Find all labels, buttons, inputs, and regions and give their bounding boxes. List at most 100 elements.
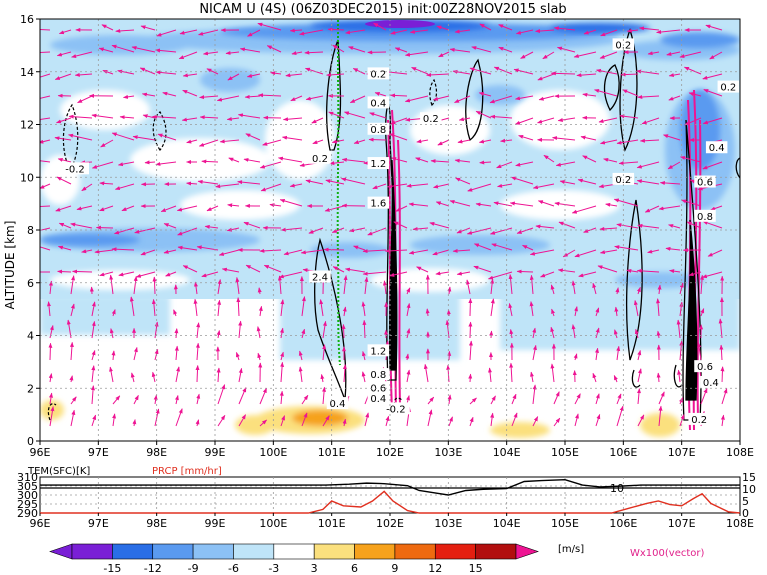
chart-title: NICAM U (4S) (06Z03DEC2015) init:00Z28NO… bbox=[199, 2, 566, 17]
wind-vector bbox=[40, 28, 51, 31]
wind-vector bbox=[516, 227, 534, 234]
wind-vector bbox=[69, 375, 74, 383]
wind-vector bbox=[131, 45, 156, 53]
wind-vector bbox=[509, 328, 514, 339]
surface-x-tick-label: 100E bbox=[259, 517, 287, 530]
wind-vector bbox=[91, 350, 96, 361]
wind-vector bbox=[134, 227, 156, 234]
wind-vector bbox=[202, 51, 219, 56]
wind-vector bbox=[304, 67, 324, 75]
colorbar-swatch bbox=[394, 543, 436, 560]
wind-vector bbox=[550, 284, 555, 295]
wind-vector bbox=[644, 205, 660, 213]
wind-vector bbox=[720, 366, 725, 383]
wind-vector bbox=[322, 344, 327, 361]
wind-vector bbox=[395, 205, 408, 212]
wind-vector bbox=[364, 412, 370, 427]
wind-vector bbox=[473, 243, 492, 251]
wind-vector bbox=[238, 367, 243, 383]
wind-vector bbox=[301, 328, 306, 339]
colorbar-tick-label: 9 bbox=[391, 562, 398, 575]
contour-label: 0.4 bbox=[370, 98, 386, 109]
wind-vector bbox=[218, 249, 240, 256]
colorbar-tick-label: -6 bbox=[228, 562, 239, 575]
wind-vector bbox=[599, 226, 618, 231]
wind-vector bbox=[305, 179, 324, 185]
wind-vector bbox=[540, 271, 555, 278]
wind-vector bbox=[280, 361, 285, 383]
wind-vector bbox=[71, 51, 93, 58]
surface-x-tick-label: 106E bbox=[609, 517, 637, 530]
wind-vector bbox=[430, 159, 450, 164]
contour-label: 0.8 bbox=[370, 370, 386, 381]
wind-vector bbox=[277, 156, 303, 163]
wind-vector bbox=[238, 320, 243, 339]
wind-vector bbox=[277, 275, 282, 295]
wind-vector bbox=[111, 132, 135, 141]
colorbar-swatch bbox=[233, 543, 275, 560]
wind-vector bbox=[582, 155, 597, 163]
wind-vector bbox=[454, 158, 471, 163]
wind-vector bbox=[362, 249, 387, 254]
wind-vector bbox=[390, 29, 408, 35]
surface-x-tick-label: 98E bbox=[146, 517, 167, 530]
wind-vector bbox=[583, 227, 597, 233]
wind-vector bbox=[594, 89, 618, 97]
wind-vector bbox=[406, 369, 411, 383]
wind-vector bbox=[702, 161, 723, 170]
wind-vector bbox=[406, 302, 411, 317]
x-tick-label: 96E bbox=[30, 446, 51, 459]
wind-vector bbox=[299, 29, 324, 36]
colorbar-swatch bbox=[192, 543, 234, 560]
wind-vector bbox=[342, 364, 347, 383]
wind-vector bbox=[432, 249, 450, 256]
wind-vector bbox=[331, 227, 345, 233]
wind-vector bbox=[703, 89, 723, 97]
wind-vector bbox=[117, 161, 135, 167]
contour-label-bg bbox=[61, 162, 89, 175]
wind-vector bbox=[55, 205, 72, 212]
wind-vector bbox=[580, 135, 597, 141]
wind-vector bbox=[614, 306, 619, 317]
wind-vector bbox=[618, 161, 639, 166]
wind-vector bbox=[99, 205, 114, 212]
wind-vector bbox=[179, 29, 198, 35]
wind-vector bbox=[349, 95, 366, 104]
wind-vector bbox=[599, 51, 618, 59]
shade-positive bbox=[40, 400, 680, 438]
wind-vector bbox=[245, 264, 261, 273]
wind-vector bbox=[637, 94, 660, 99]
wind-vector bbox=[305, 95, 324, 101]
wind-vector bbox=[425, 308, 430, 317]
wind-vector bbox=[493, 66, 513, 75]
wind-vector bbox=[509, 201, 534, 207]
contour-label: 0.4 bbox=[330, 399, 346, 410]
wind-vector bbox=[362, 319, 367, 339]
contour-label-bg bbox=[326, 397, 349, 410]
contour-label-bg bbox=[717, 80, 740, 93]
wind-vector bbox=[404, 95, 429, 103]
contour-label: 0.2 bbox=[691, 415, 707, 426]
wind-vector bbox=[513, 68, 534, 75]
wind-vector bbox=[165, 271, 177, 277]
wind-vector bbox=[130, 372, 135, 383]
wind-vector bbox=[656, 372, 661, 383]
wind-vector bbox=[686, 221, 702, 229]
tem-y-tick-label: 310 bbox=[17, 471, 38, 484]
surface-x-tick-label: 102E bbox=[376, 517, 404, 530]
contour-label: 0.6 bbox=[697, 362, 713, 373]
wind-vector bbox=[68, 114, 93, 119]
wind-vector bbox=[669, 269, 681, 274]
wind-vector bbox=[182, 73, 198, 78]
x-tick-label: 97E bbox=[88, 446, 109, 459]
wind-vector bbox=[114, 183, 135, 191]
contour-label: 0.2 bbox=[312, 154, 328, 165]
wind-vector bbox=[373, 22, 387, 31]
wind-vector bbox=[435, 201, 450, 207]
wind-vector bbox=[236, 297, 241, 317]
wind-vector bbox=[238, 414, 247, 427]
wind-vector bbox=[331, 139, 345, 144]
y-tick-label: 6 bbox=[27, 277, 34, 290]
y-tick-label: 8 bbox=[27, 224, 34, 237]
wind-vector bbox=[195, 365, 200, 383]
